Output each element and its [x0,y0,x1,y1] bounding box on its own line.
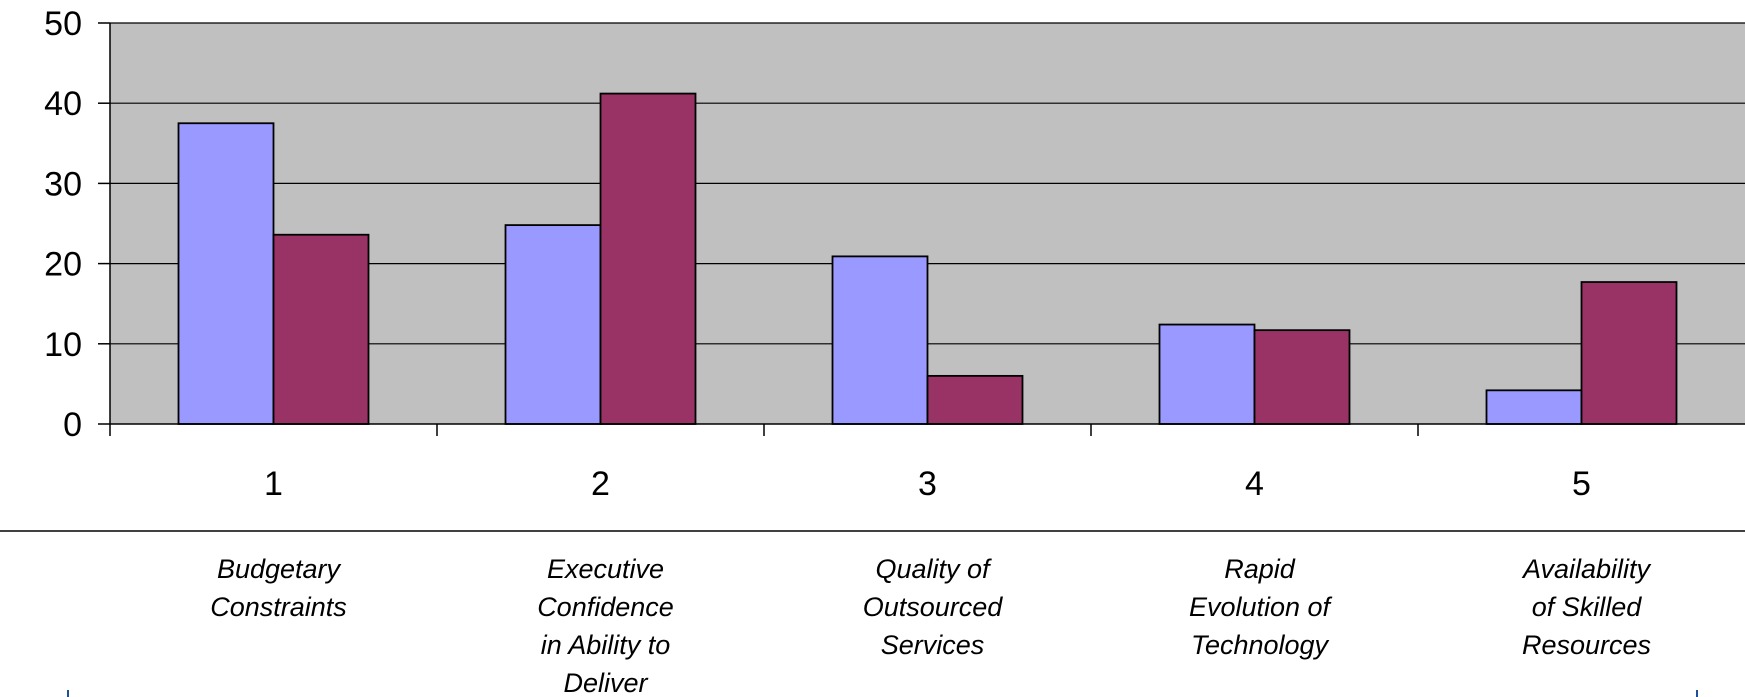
category-descriptions: Budgetary Constraints Executive Confidence i… [210,554,1651,697]
category-description-line: Constraints [210,592,347,622]
x-tick-label: 4 [1245,465,1264,503]
category-description-line: Outsourced [863,592,1004,622]
y-tick-label: 10 [44,326,82,364]
category-description-line: Budgetary [217,554,342,584]
category-description-line: Rapid [1224,554,1296,584]
bar-series-1-cat-4 [1158,323,1256,425]
bar-series-1-cat-5 [1485,389,1583,425]
category-description-line: Resources [1522,630,1651,660]
x-tick-label: 3 [918,465,937,503]
category-description-line: Technology [1191,630,1330,660]
category-description-line: Confidence [537,592,674,622]
x-tick-label: 2 [591,465,610,503]
axes [98,22,1745,436]
bar-series-2-cat-4 [1253,329,1351,425]
bars [177,92,1678,425]
x-tick-label: 1 [264,465,283,503]
y-tick-label: 30 [44,165,82,203]
category-description-line: Evolution of [1189,592,1333,622]
y-tick-label: 0 [63,406,82,444]
category-description-line: Availability [1521,554,1652,584]
category-description-line: in Ability to [541,630,671,660]
bar-series-2-cat-3 [926,374,1024,425]
bar-series-1-cat-1 [177,122,275,425]
y-tick-label: 50 [44,5,82,43]
y-tick-label: 40 [44,85,82,123]
category-description-line: Deliver [563,668,648,697]
category-description-line: Quality of [875,554,992,584]
bar-series-1-cat-3 [831,255,929,425]
bar-series-2-cat-5 [1580,281,1678,425]
bar-series-2-cat-1 [272,233,370,425]
category-description-line: Services [881,630,985,660]
x-tick-label: 5 [1572,465,1591,503]
x-tick-labels: 1 2 3 4 5 [264,465,1591,503]
bar-series-2-cat-2 [599,92,697,425]
y-tick-labels: 0 10 20 30 40 50 [44,5,82,444]
bar-series-1-cat-2 [504,224,602,425]
y-tick-label: 20 [44,246,82,284]
category-description-line: of Skilled [1532,592,1643,622]
category-description-line: Executive [547,554,664,584]
